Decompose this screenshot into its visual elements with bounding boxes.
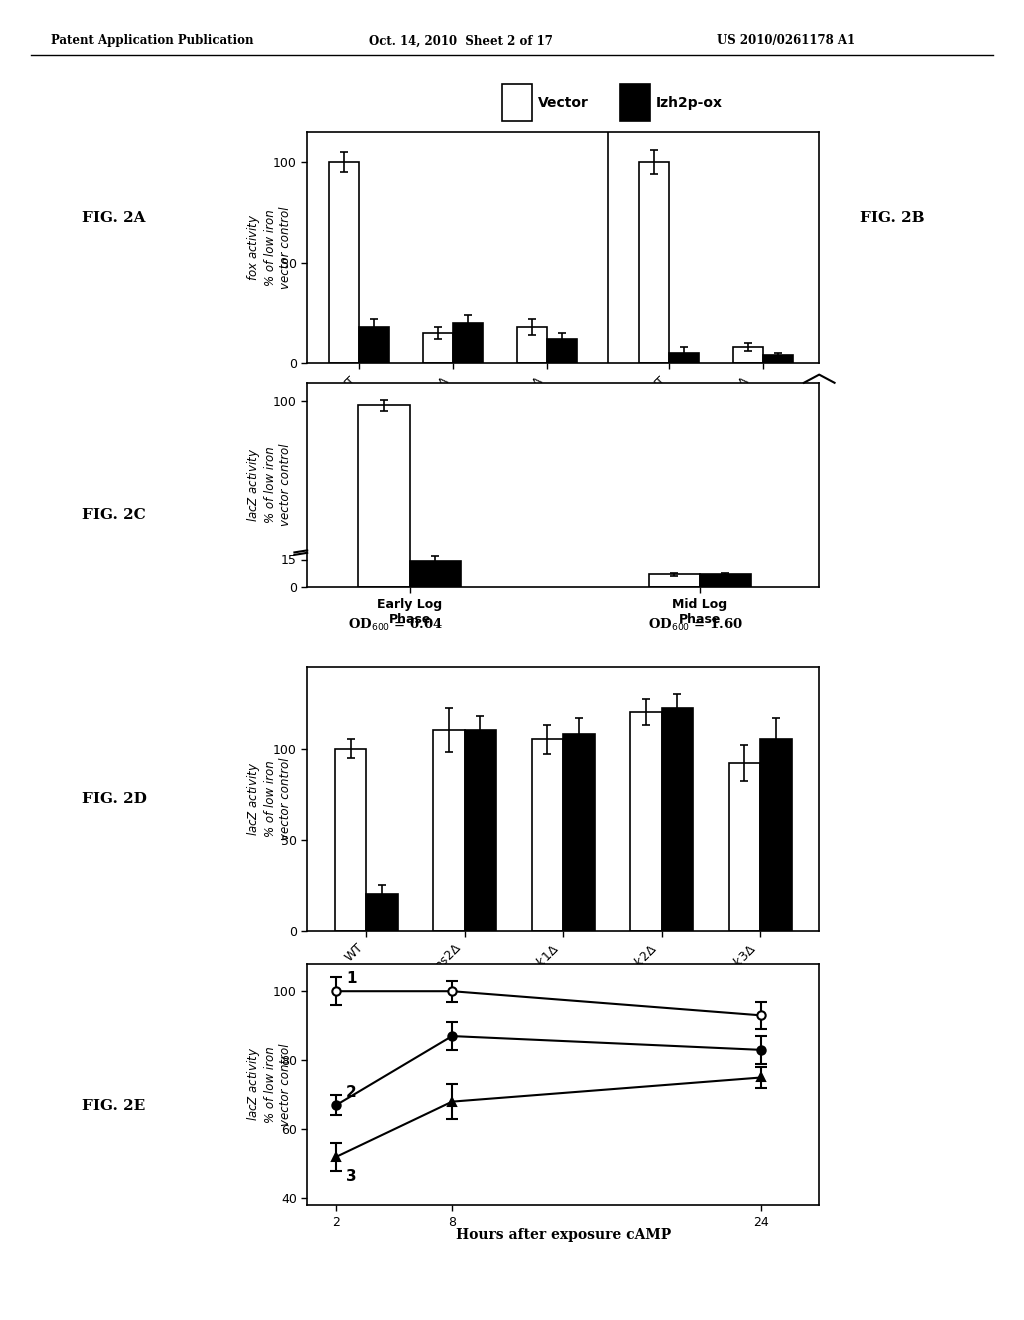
Text: Vector: Vector: [538, 96, 589, 110]
Bar: [335, 748, 367, 931]
Text: Hours after exposure cAMP: Hours after exposure cAMP: [456, 1228, 671, 1242]
Text: 1: 1: [346, 972, 356, 986]
Bar: [669, 352, 699, 363]
Bar: [531, 739, 563, 931]
Text: FIG. 2B: FIG. 2B: [860, 211, 925, 224]
Bar: [630, 711, 662, 931]
Y-axis label: $lacZ$ activity
% of low iron
vector control: $lacZ$ activity % of low iron vector con…: [245, 758, 292, 840]
Bar: [465, 730, 497, 931]
Y-axis label: $fox$ activity
% of low iron
vector control: $fox$ activity % of low iron vector cont…: [245, 206, 292, 289]
Bar: [358, 327, 389, 363]
Bar: [517, 327, 547, 363]
Text: Oct. 14, 2010  Sheet 2 of 17: Oct. 14, 2010 Sheet 2 of 17: [369, 34, 553, 48]
Bar: [329, 162, 358, 363]
Bar: [367, 894, 397, 931]
Bar: [433, 730, 465, 931]
Bar: [547, 339, 577, 363]
Text: FIG. 2D: FIG. 2D: [82, 792, 146, 805]
Bar: [733, 347, 763, 363]
Text: 2: 2: [346, 1085, 356, 1100]
Bar: [563, 734, 595, 931]
Text: FIG. 2A: FIG. 2A: [82, 211, 145, 224]
Bar: [639, 162, 669, 363]
Text: FIG. 2E: FIG. 2E: [82, 1098, 145, 1113]
Bar: [763, 355, 793, 363]
Bar: [729, 763, 760, 931]
Bar: [453, 323, 483, 363]
Text: 3: 3: [346, 1170, 356, 1184]
Bar: [358, 405, 410, 587]
Bar: [648, 574, 699, 587]
Y-axis label: $lacZ$ activity
% of low iron
vector control: $lacZ$ activity % of low iron vector con…: [245, 444, 292, 527]
Bar: [423, 333, 453, 363]
Text: US 2010/0261178 A1: US 2010/0261178 A1: [717, 34, 855, 48]
Bar: [410, 561, 461, 587]
Text: FIG. 2C: FIG. 2C: [82, 508, 145, 521]
Bar: [662, 709, 693, 931]
Text: OD$_{600}$ = 1.60: OD$_{600}$ = 1.60: [648, 616, 743, 634]
Bar: [699, 574, 751, 587]
Y-axis label: $lacZ$ activity
% of low iron
vector control: $lacZ$ activity % of low iron vector con…: [245, 1043, 292, 1126]
Text: Patent Application Publication: Patent Application Publication: [51, 34, 254, 48]
Text: Izh2p-ox: Izh2p-ox: [655, 96, 722, 110]
Bar: [760, 739, 792, 931]
Text: OD$_{600}$ = 0.04: OD$_{600}$ = 0.04: [348, 616, 443, 634]
